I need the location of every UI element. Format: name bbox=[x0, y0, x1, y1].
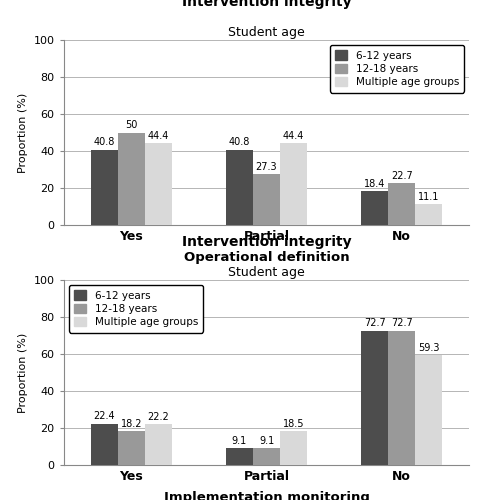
Bar bbox=[225, 448, 252, 465]
Bar bbox=[361, 191, 387, 225]
Text: Intervention integrity: Intervention integrity bbox=[182, 236, 350, 250]
Bar bbox=[252, 174, 280, 225]
Y-axis label: Proportion (%): Proportion (%) bbox=[18, 332, 28, 412]
Text: 11.1: 11.1 bbox=[417, 192, 439, 202]
Title: Student age: Student age bbox=[228, 26, 304, 39]
Title: Student age: Student age bbox=[228, 266, 304, 279]
Text: 40.8: 40.8 bbox=[228, 138, 250, 147]
Text: Intervention integrity: Intervention integrity bbox=[182, 0, 350, 10]
Bar bbox=[252, 448, 280, 465]
Bar bbox=[90, 424, 118, 465]
Text: 22.2: 22.2 bbox=[147, 412, 169, 422]
Bar bbox=[118, 132, 144, 225]
Text: 22.4: 22.4 bbox=[93, 412, 115, 422]
Text: 44.4: 44.4 bbox=[147, 130, 169, 140]
Bar bbox=[387, 183, 414, 225]
Text: 22.7: 22.7 bbox=[390, 171, 412, 181]
Bar bbox=[361, 330, 387, 465]
Text: 59.3: 59.3 bbox=[417, 343, 439, 353]
Bar bbox=[280, 431, 306, 465]
Bar bbox=[387, 330, 414, 465]
Text: 9.1: 9.1 bbox=[258, 436, 274, 446]
Text: 50: 50 bbox=[125, 120, 137, 130]
Text: 27.3: 27.3 bbox=[255, 162, 277, 172]
Bar bbox=[225, 150, 252, 225]
Text: 44.4: 44.4 bbox=[282, 130, 304, 140]
Text: 9.1: 9.1 bbox=[231, 436, 246, 446]
Text: 18.2: 18.2 bbox=[120, 419, 142, 429]
Y-axis label: Proportion (%): Proportion (%) bbox=[18, 92, 28, 172]
Bar bbox=[118, 432, 144, 465]
Text: 72.7: 72.7 bbox=[390, 318, 412, 328]
Bar bbox=[280, 143, 306, 225]
Bar bbox=[414, 204, 442, 225]
Legend: 6-12 years, 12-18 years, Multiple age groups: 6-12 years, 12-18 years, Multiple age gr… bbox=[69, 285, 203, 333]
Bar bbox=[144, 143, 171, 225]
Text: 72.7: 72.7 bbox=[363, 318, 385, 328]
Text: 40.8: 40.8 bbox=[93, 138, 115, 147]
X-axis label: Operational definition: Operational definition bbox=[183, 251, 348, 264]
Bar bbox=[414, 356, 442, 465]
Text: 18.5: 18.5 bbox=[282, 418, 304, 428]
X-axis label: Implementation monitoring: Implementation monitoring bbox=[163, 491, 369, 500]
Legend: 6-12 years, 12-18 years, Multiple age groups: 6-12 years, 12-18 years, Multiple age gr… bbox=[329, 45, 463, 92]
Bar bbox=[90, 150, 118, 225]
Text: 18.4: 18.4 bbox=[363, 178, 385, 188]
Bar bbox=[144, 424, 171, 465]
